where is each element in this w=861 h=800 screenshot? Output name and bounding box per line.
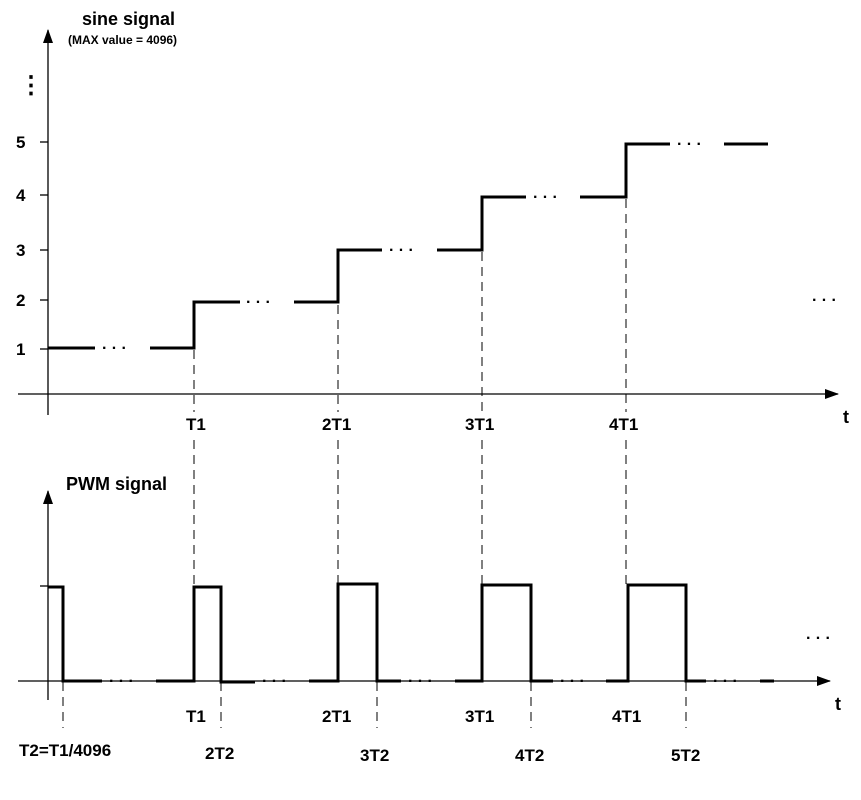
y-label-3: 3 (16, 241, 25, 260)
pwm-label-2T2: 2T2 (205, 744, 234, 763)
step-ellipsis-3: · · · (389, 242, 414, 259)
staircase-signal (48, 142, 768, 350)
y-label-1: 1 (16, 340, 25, 359)
top-trailing-ellipsis: · · · (812, 292, 837, 309)
pwm-label-3T1: 3T1 (465, 707, 494, 726)
pwm-label-5T2: 5T2 (671, 746, 700, 765)
pwm-signal-plot: PWM signal · · · · · · · · · · · · · · ·… (18, 474, 841, 765)
bottom-trailing-ellipsis: · · · (806, 630, 831, 647)
pwm-label-2T1: 2T1 (322, 707, 351, 726)
vertical-ellipsis: ⋮ (19, 72, 43, 99)
sine-signal-subtitle: (MAX value = 4096) (68, 33, 177, 47)
top-x-axis-label: t (843, 407, 849, 427)
pwm-label-4T2: 4T2 (515, 746, 544, 765)
x-label-2T1: 2T1 (322, 415, 351, 434)
step-ellipsis-2: · · · (246, 294, 271, 311)
pwm-gap-ellipsis-5: · · · (713, 673, 738, 690)
pwm-gap-ellipsis-1: · · · (109, 673, 134, 690)
y-label-5: 5 (16, 133, 25, 152)
x-label-T1: T1 (186, 415, 206, 434)
x-label-3T1: 3T1 (465, 415, 494, 434)
pwm-label-4T1: 4T1 (612, 707, 641, 726)
pwm-gap-ellipsis-2: · · · (262, 673, 287, 690)
x-label-4T1: 4T1 (609, 415, 638, 434)
bottom-x-axis-label: t (835, 694, 841, 714)
alignment-guides (62, 199, 687, 728)
y-label-2: 2 (16, 291, 25, 310)
pwm-label-3T2: 3T2 (360, 746, 389, 765)
pwm-gap-ellipsis-4: · · · (560, 673, 585, 690)
y-label-4: 4 (16, 186, 26, 205)
pwm-signal-title: PWM signal (66, 474, 167, 494)
step-ellipsis-1: · · · (102, 340, 127, 357)
step-ellipsis-4: · · · (533, 189, 558, 206)
pwm-gap-ellipsis-3: · · · (408, 673, 433, 690)
pwm-label-T1: T1 (186, 707, 206, 726)
pwm-waveform (48, 582, 774, 684)
sine-signal-title: sine signal (82, 9, 175, 29)
sine-signal-plot: sine signal (MAX value = 4096) ⋮ 1 2 3 4… (16, 9, 849, 434)
pwm-label-T2: T2=T1/4096 (19, 741, 111, 760)
step-ellipsis-5: · · · (677, 136, 702, 153)
